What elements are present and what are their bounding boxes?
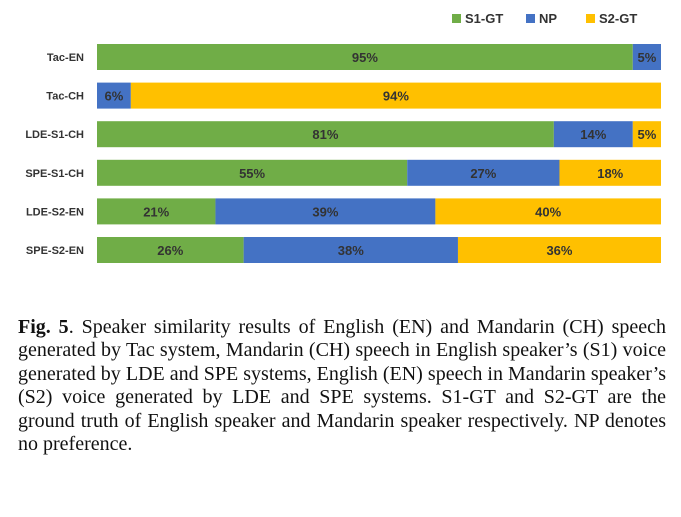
- data-label-s2-gt-spe-s1-ch: 18%: [597, 166, 623, 181]
- bar-np-tac-ch: [97, 82, 131, 109]
- data-label-s2-gt-lde-s1-ch: 5%: [638, 127, 657, 142]
- data-label-s1-gt-spe-s1-ch: 55%: [239, 166, 265, 181]
- bar-s2-gt-lde-s1-ch: [632, 121, 661, 148]
- legend-label-s2-gt: S2-GT: [599, 11, 637, 26]
- caption-text: . Speaker similarity results of English …: [18, 316, 666, 456]
- bar-area: Tac-EN 95% 5% Tac-CH 6% 94% LDE-S1-CH 81% 14% 5% S…: [25, 44, 662, 263]
- figure-caption: Fig. 5. Speaker similarity results of En…: [18, 316, 666, 456]
- bar-s2-gt-lde-s2-en: [435, 198, 661, 225]
- bar-s1-gt-lde-s1-ch: [97, 121, 554, 148]
- legend-swatch-s2-gt: [586, 14, 595, 23]
- bar-np-lde-s1-ch: [553, 121, 633, 148]
- data-label-s1-gt-spe-s2-en: 26%: [157, 243, 183, 258]
- category-label-tac-en: Tac-EN: [47, 52, 84, 64]
- category-label-tac-ch: Tac-CH: [46, 91, 84, 103]
- data-label-np-spe-s1-ch: 27%: [470, 166, 496, 181]
- bar-s1-gt-spe-s1-ch: [97, 159, 408, 186]
- bar-np-tac-en: [632, 44, 661, 70]
- bar-np-spe-s1-ch: [407, 159, 560, 186]
- data-label-np-lde-s2-en: 39%: [312, 204, 338, 219]
- bar-s1-gt-lde-s2-en: [97, 198, 216, 225]
- bar-s1-gt-spe-s2-en: [97, 237, 244, 263]
- chart: S1-GT NP S2-GT Tac-EN 95% 5% Tac-CH 6% 94% LDE-S…: [25, 11, 662, 263]
- category-label-lde-s1-ch: LDE-S1-CH: [25, 129, 84, 141]
- data-label-s1-gt-tac-en: 95%: [352, 50, 378, 65]
- data-label-s2-gt-spe-s2-en: 36%: [546, 243, 572, 258]
- legend-swatch-np: [526, 14, 535, 23]
- bar-s2-gt-spe-s1-ch: [559, 159, 661, 186]
- caption-label: Fig. 5: [18, 316, 69, 338]
- bar-s2-gt-tac-ch: [130, 82, 662, 109]
- data-label-np-lde-s1-ch: 14%: [580, 127, 606, 142]
- data-label-np-tac-ch: 6%: [105, 89, 124, 104]
- legend-label-np: NP: [539, 11, 557, 26]
- category-label-lde-s2-en: LDE-S2-EN: [26, 206, 84, 218]
- bar-s1-gt-tac-en: [97, 44, 633, 70]
- data-label-s1-gt-lde-s2-en: 21%: [143, 204, 169, 219]
- data-label-np-spe-s2-en: 38%: [338, 243, 364, 258]
- category-label-spe-s2-en: SPE-S2-EN: [26, 245, 84, 257]
- data-label-np-tac-en: 5%: [638, 50, 657, 65]
- data-label-s1-gt-lde-s1-ch: 81%: [312, 127, 338, 142]
- bar-np-lde-s2-en: [215, 198, 436, 225]
- data-label-s2-gt-lde-s2-en: 40%: [535, 204, 561, 219]
- legend-swatch-s1-gt: [452, 14, 461, 23]
- category-label-spe-s1-ch: SPE-S1-CH: [25, 168, 84, 180]
- bar-np-spe-s2-en: [243, 237, 458, 263]
- bar-s2-gt-spe-s2-en: [457, 237, 661, 263]
- data-label-s2-gt-tac-ch: 94%: [383, 89, 409, 104]
- legend: S1-GT NP S2-GT: [452, 11, 637, 26]
- legend-label-s1-gt: S1-GT: [465, 11, 503, 26]
